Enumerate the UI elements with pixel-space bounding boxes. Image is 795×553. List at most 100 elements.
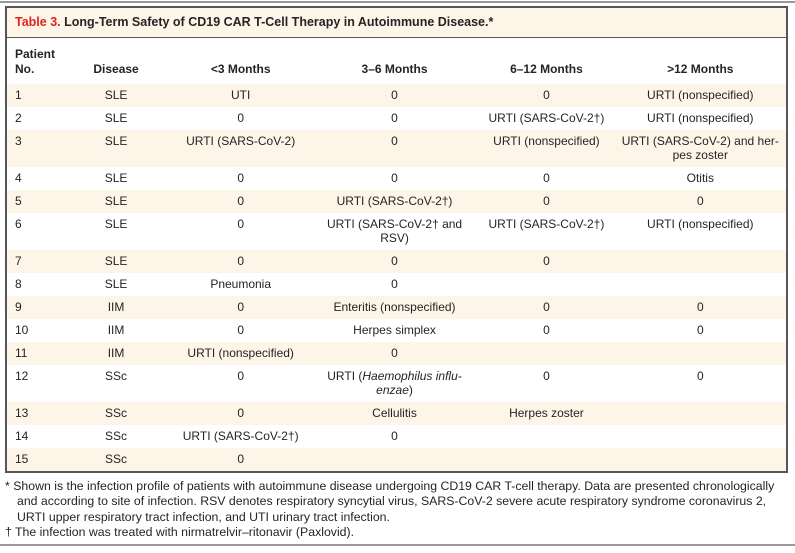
cell-patient-no: 7 [15,254,22,269]
cell-3-6: URTI (SARS-CoV-2†) [336,194,453,209]
table-row: 5 SLE 0 URTI (SARS-CoV-2†) 0 0 [7,190,786,214]
pathogen-name: Haemophilus influ- enzae [362,369,462,398]
cell-lt3: URTI (nonspecified) [187,346,294,361]
cell-patient-no: 15 [15,452,29,467]
cell-gt12 [615,402,786,425]
cell-3-6: Enteritis (nonspecified) [333,300,456,315]
cell-lt3: 0 [237,323,245,338]
cell-patient-no: 11 [15,346,28,361]
cell-lt3: Pneumonia [210,277,272,292]
col-header-patient-no: Patient No. [7,38,62,85]
table-title: Table 3. Long-Term Safety of CD19 CAR T-… [7,8,786,39]
cell-disease: SLE [104,254,128,269]
cell-disease: IIM [107,323,125,338]
table-number: Table 3. [15,15,61,29]
cell-6-12: 0 [543,254,550,269]
cell-patient-no: 14 [15,429,29,444]
cell-disease: SLE [104,277,128,292]
cell-6-12: 0 [543,171,550,186]
cell-3-6: Herpes simplex [353,323,436,338]
cell-patient-no: 3 [15,134,22,149]
cell-patient-no: 6 [15,217,22,232]
cell-3-6: 0 [391,171,398,186]
cell-3-6: 0 [391,277,398,292]
cell-3-6: 0 [391,134,398,149]
table-row: 10 IIM 0 Herpes simplex 0 0 [7,319,786,342]
cell-patient-no: 13 [15,406,29,421]
bottom-rule [0,544,795,546]
col-header-gt12-months: >12 Months [614,38,786,85]
cell-6-12 [478,342,614,365]
cell-gt12: URTI (nonspecified) [647,111,754,126]
cell-3-6: URTI (SARS-CoV-2† and RSV) [326,217,463,246]
cell-gt12: URTI (SARS-CoV-2) and her- pes zoster [621,134,779,163]
cell-gt12: URTI (nonspecified) [647,88,754,103]
cell-lt3: URTI (SARS-CoV-2†) [182,429,299,444]
cell-gt12: 0 [696,194,704,209]
safety-table: Patient No. Disease <3 Months 3–6 Months… [7,38,786,472]
cell-lt3: UTI [231,88,251,103]
cell-patient-no: 12 [15,369,29,384]
cell-patient-no: 4 [15,171,22,186]
cell-6-12 [478,448,614,471]
cell-disease: SLE [104,134,128,149]
cell-gt12 [615,273,786,296]
cell-disease: IIM [107,300,125,315]
col-header-lt3-months: <3 Months [170,38,311,85]
table-title-text: Long-Term Safety of CD19 CAR T-Cell Ther… [64,15,494,29]
cell-disease: SLE [104,171,128,186]
cell-gt12: 0 [696,300,704,315]
table-row: 6 SLE 0 URTI (SARS-CoV-2† and RSV) URTI … [7,213,786,250]
infection-text: URTI ( [327,369,363,384]
cell-3-6 [311,448,478,471]
table-row: 12 SSc 0 URTI (Haemophilus influ- enzae)… [7,365,786,402]
cell-6-12 [478,273,614,296]
cell-disease: SLE [104,217,128,232]
cell-gt12: 0 [696,369,704,384]
cell-gt12: URTI (nonspecified) [647,217,754,232]
table-row: 9 IIM 0 Enteritis (nonspecified) 0 0 [7,296,786,320]
cell-lt3: 0 [237,369,245,384]
cell-3-6: 0 [391,254,398,269]
table-row: 4 SLE 0 0 0 Otitis [7,167,786,190]
cell-3-6: URTI (Haemophilus influ- enzae) [311,365,478,402]
cell-lt3: 0 [237,406,245,421]
table-row: 15 SSc 0 [7,448,786,472]
cell-patient-no: 2 [15,111,22,126]
cell-disease: IIM [107,346,125,361]
col-header-6-12-months: 6–12 Months [478,38,615,85]
cell-lt3: 0 [237,111,245,126]
footnote-text: Shown is the infection profile of patien… [13,479,775,524]
cell-6-12: 0 [543,300,550,315]
col-header-3-6-months: 3–6 Months [310,38,479,85]
cell-gt12 [615,425,786,448]
cell-lt3: 0 [237,217,245,232]
table-row: 7 SLE 0 0 0 [7,250,786,274]
cell-gt12 [615,250,786,273]
cell-disease: SLE [104,88,128,103]
table-row: 8 SLE Pneumonia 0 [7,273,786,296]
table-row: 2 SLE 0 0 URTI (SARS-CoV-2†) URTI (nonsp… [7,107,786,130]
table-row: 14 SSc URTI (SARS-CoV-2†) 0 [7,425,786,448]
table-row: 1 SLE UTI 0 0 URTI (nonspecified) [7,84,786,108]
footnote-marker: † [5,525,12,540]
cell-gt12: Otitis [686,171,714,186]
col-header-disease: Disease [61,38,171,85]
table-row: 11 IIM URTI (nonspecified) 0 [7,342,786,366]
cell-gt12 [615,342,786,365]
cell-3-6: 0 [391,346,398,361]
cell-lt3: 0 [237,194,245,209]
cell-patient-no: 8 [15,277,22,292]
cell-lt3: 0 [237,452,245,467]
cell-patient-no: 5 [15,194,22,209]
cell-patient-no: 10 [15,323,29,338]
cell-3-6: 0 [391,88,398,103]
cell-6-12: 0 [543,194,550,209]
cell-6-12: URTI (nonspecified) [493,134,600,149]
cell-lt3: 0 [237,254,245,269]
cell-disease: SSc [105,406,128,421]
footnote-asterisk: * Shown is the infection profile of pati… [5,479,791,525]
table-row: 3 SLE URTI (SARS-CoV-2) 0 URTI (nonspeci… [7,130,786,168]
table-row: 13 SSc 0 Cellulitis Herpes zoster [7,402,786,426]
cell-disease: SSc [105,452,128,467]
